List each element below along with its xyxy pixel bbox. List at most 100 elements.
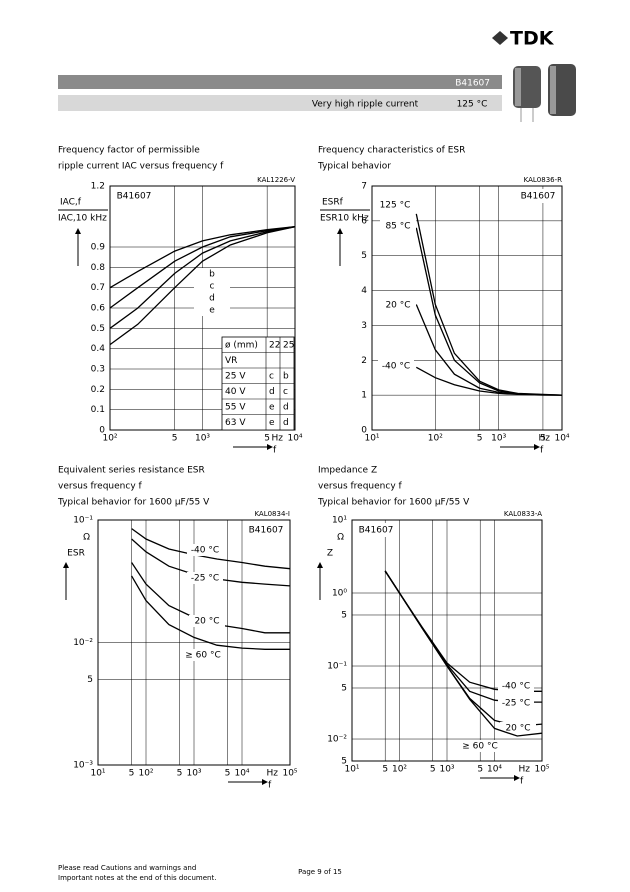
- series-label: ≥ 60 °C: [462, 742, 498, 752]
- chart-title: Typical behavior for 1600 µF/55 V: [317, 498, 470, 508]
- y-axis-label: IAC,10 kHz: [58, 214, 107, 224]
- y-axis-label: Z: [327, 549, 333, 559]
- y-tick-label: 0: [99, 426, 105, 436]
- figure-code: KAL0833-A: [504, 510, 542, 518]
- series-label: 20 °C: [194, 617, 219, 627]
- y-tick-label: 0.4: [91, 344, 106, 354]
- series-label: ≥ 60 °C: [185, 651, 221, 661]
- series-label: 20 °C: [505, 724, 530, 734]
- x-tick-label: 10¹: [344, 765, 359, 775]
- y-axis-label: ESR: [67, 549, 85, 559]
- series-label: -40 °C: [382, 362, 410, 372]
- page-number: Page 9 of 15: [298, 868, 342, 876]
- y-tick-label: 0.1: [91, 405, 105, 415]
- chart-title: versus frequency f: [58, 482, 143, 492]
- series-label-bg: [498, 680, 534, 692]
- series-label-bg: [189, 615, 225, 627]
- x-tick-label: 10¹: [90, 769, 105, 779]
- y-unit: Ω: [83, 533, 90, 543]
- series-label: -25 °C: [191, 574, 219, 584]
- table-cell: 22: [269, 340, 280, 350]
- y-tick-label: 2: [361, 356, 367, 366]
- y-tick-label: 10⁰: [332, 589, 347, 599]
- y-tick-label: 0.9: [91, 243, 106, 253]
- capacitor-shine: [550, 66, 556, 114]
- series-line: [415, 366, 562, 396]
- x-tick-label: 10³: [195, 434, 210, 444]
- x-tick-label: 10¹: [364, 434, 379, 444]
- table-cell: d: [269, 387, 275, 397]
- table-cell: d: [283, 418, 289, 428]
- x-tick-label: 5: [477, 434, 483, 444]
- series-label-bg: [498, 697, 534, 709]
- series-line: [109, 226, 296, 329]
- series-label: 20 °C: [385, 301, 410, 311]
- temperature: 125 °C: [457, 100, 488, 110]
- table-cell: d: [283, 402, 289, 412]
- axis-arrow-head: [317, 562, 323, 568]
- y-tick-label: 10⁻¹: [327, 662, 347, 672]
- axis-arrow-head: [514, 775, 520, 781]
- chart-title: Impedance Z: [318, 466, 377, 476]
- y-tick-label: 3: [361, 321, 367, 331]
- series-label: b: [209, 270, 215, 280]
- x-tick-label: 5: [225, 769, 231, 779]
- box-label-bg: [245, 523, 287, 537]
- header-bar: [58, 75, 502, 89]
- series-line: [131, 528, 291, 570]
- capacitor-shine: [515, 68, 521, 106]
- series-label: -25 °C: [502, 699, 530, 709]
- chart-title: versus frequency f: [318, 482, 403, 492]
- x-tick-label: 5: [540, 434, 546, 444]
- figure-code: KAL0834-I: [254, 510, 290, 518]
- y-tick-label: 0.5: [91, 324, 105, 334]
- x-tick-label: 5: [129, 769, 135, 779]
- x-tick-label: 10²: [138, 769, 153, 779]
- logo-mark: [492, 31, 508, 45]
- series-label: -40 °C: [191, 546, 219, 556]
- y-tick-label: 5: [361, 251, 367, 261]
- figure-code: KAL1226-V: [257, 176, 295, 184]
- series-label: e: [209, 306, 215, 316]
- x-unit: Hz: [272, 434, 284, 444]
- y-tick-label: 6: [361, 216, 367, 226]
- y-tick-label: 0.6: [91, 304, 106, 314]
- y-tick-label: 5: [341, 757, 347, 767]
- table-cell: e: [269, 402, 275, 412]
- y-tick-label: 0.2: [91, 385, 105, 395]
- chart-title: Frequency factor of permissible: [58, 146, 200, 156]
- y-unit: Ω: [337, 533, 344, 543]
- series-label: -40 °C: [502, 682, 530, 692]
- table-cell: 25: [283, 340, 294, 350]
- x-tick-label: 10⁴: [487, 765, 502, 775]
- x-tick-label: 10³: [491, 434, 506, 444]
- chart-title: Frequency characteristics of ESR: [318, 146, 465, 156]
- x-tick-label: 10²: [392, 765, 407, 775]
- table-cell: 55 V: [225, 402, 246, 412]
- axis-arrow-head: [63, 562, 69, 568]
- x-tick-label: 10³: [186, 769, 201, 779]
- table-cell: b: [283, 371, 289, 381]
- x-tick-label: 5: [382, 765, 388, 775]
- part-code: B41607: [455, 79, 490, 89]
- series-label-bg: [185, 649, 221, 661]
- x-unit: Hz: [539, 434, 551, 444]
- table-cell: 25 V: [225, 371, 246, 381]
- table-cell: VR: [225, 356, 237, 366]
- y-tick-label: 0.7: [91, 283, 105, 293]
- x-tick-label: 5: [430, 765, 436, 775]
- series-label-bg: [462, 740, 498, 752]
- table-cell: e: [269, 418, 275, 428]
- y-tick-label: 0: [361, 426, 367, 436]
- y-tick-label: 5: [341, 683, 347, 693]
- series-line: [109, 226, 296, 309]
- series-label-bg: [500, 722, 536, 734]
- table-cell: 40 V: [225, 387, 246, 397]
- box-label: B41607: [359, 526, 394, 536]
- chart-title: ripple current IAC versus frequency f: [58, 162, 224, 172]
- axis-arrow-head: [267, 444, 273, 450]
- series-line: [384, 570, 543, 737]
- x-tick-label: 10²: [428, 434, 443, 444]
- series-label-bg: [194, 304, 230, 316]
